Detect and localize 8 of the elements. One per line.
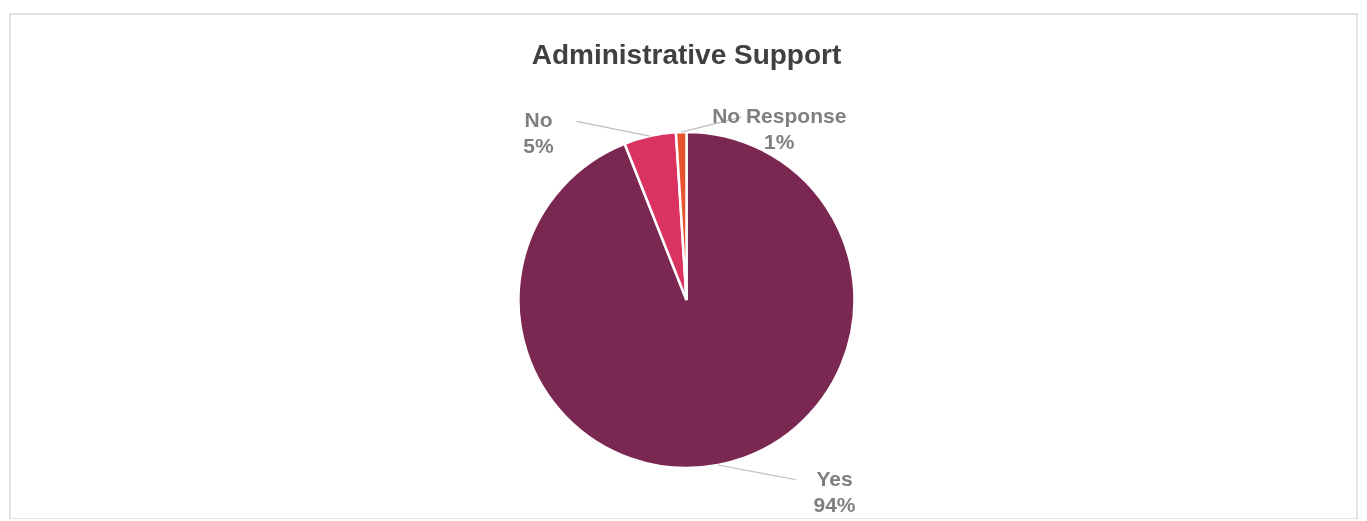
slice-label: No (524, 108, 553, 132)
data-label: 1% (764, 130, 795, 154)
pie-slice (517, 130, 856, 469)
data-label: 5% (523, 134, 554, 158)
slice-label: Yes (816, 466, 853, 490)
slice-label: No Response (712, 104, 847, 128)
chart-title: Administrative Support (531, 39, 842, 70)
data-label: 94% (813, 492, 856, 516)
